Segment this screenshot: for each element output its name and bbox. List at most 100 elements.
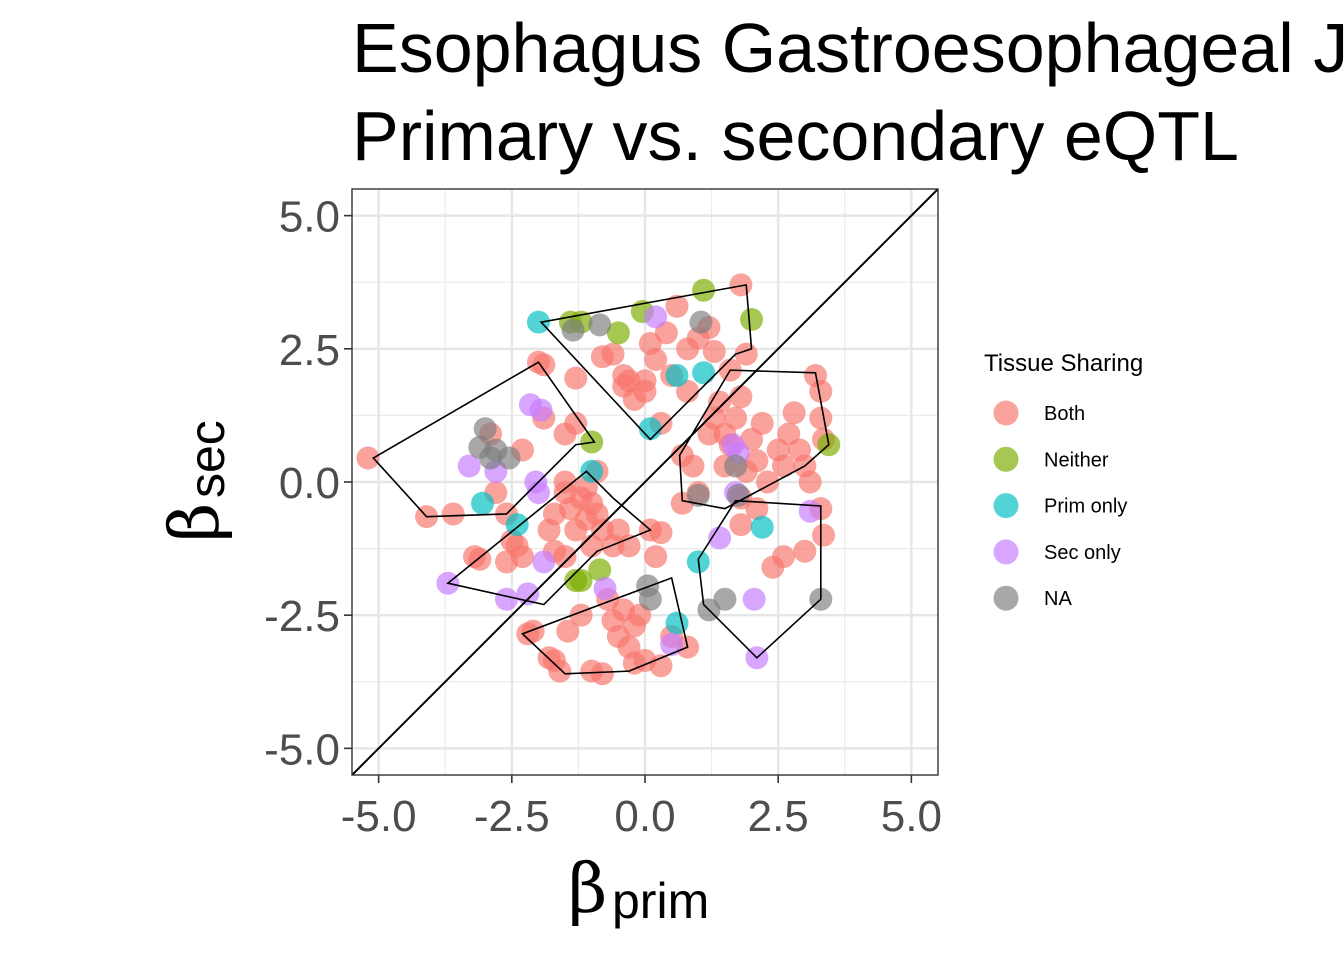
point-both-94 [811,523,835,547]
point-neither-4 [692,278,716,302]
hull-polygon-0 [372,361,596,518]
point-prim-only-5 [471,491,495,515]
point-both-60 [665,294,689,318]
hull-polygon-1 [539,283,753,441]
point-both-83 [772,454,796,478]
point-sec-only-11 [593,577,617,601]
y-tick-label-0: -5.0 [264,725,340,774]
point-both-115 [505,534,529,558]
point-both-99 [729,513,753,537]
x-tick-label-3: 2.5 [748,792,809,841]
chart-title-line-2: Primary vs. secondary eQTL [352,97,1239,175]
point-both-79 [745,449,769,473]
point-na-5 [561,318,585,342]
hull-polygon-3 [446,470,652,606]
identity-line [351,188,939,776]
point-both-57 [644,347,668,371]
point-prim-only-2 [665,363,689,387]
point-both-104 [670,443,694,467]
point-both-12 [521,619,545,643]
point-both-0 [356,446,380,470]
point-both-50 [553,422,577,446]
hull-polygon-2 [678,369,830,510]
point-both-2 [441,502,465,526]
point-both-97 [761,555,785,579]
point-both-80 [750,411,774,435]
legend-key-neither [993,446,1019,472]
legend-label-na: NA [1044,588,1072,610]
point-neither-5 [740,308,764,332]
point-sec-only-16 [721,433,745,457]
y-tick-label-3: 2.5 [279,326,340,375]
point-na-14 [713,587,737,611]
x-tick-label-1: -2.5 [474,792,550,841]
point-sec-only-9 [516,582,540,606]
point-na-7 [689,310,713,334]
point-prim-only-0 [526,310,550,334]
point-na-8 [686,483,710,507]
y-tick-label-2: 0.0 [279,459,340,508]
point-both-110 [649,521,673,545]
point-sec-only-2 [529,398,553,422]
legend-label-both: Both [1044,403,1085,425]
point-both-45 [644,545,668,569]
point-na-10 [726,483,750,507]
point-both-91 [809,406,833,430]
point-sec-only-10 [532,550,556,574]
y-axis-title: β sec [156,420,235,542]
y-axis-subscript: sec [179,420,235,498]
point-prim-only-3 [692,361,716,385]
point-both-118 [553,481,577,505]
y-axis-ticks: -5.0 -2.5 0.0 2.5 5.0 [264,193,352,774]
point-both-95 [793,539,817,563]
point-sec-only-0 [644,305,668,329]
legend-key-prim-only [993,493,1019,519]
hull-polygon-5 [697,499,822,659]
point-sec-only-12 [660,632,684,656]
point-both-14 [532,353,556,377]
point-both-73 [702,406,726,430]
point-neither-10 [588,558,612,582]
point-both-32 [590,662,614,686]
point-prim-only-9 [750,515,774,539]
point-both-30 [556,619,580,643]
legend-key-both [993,400,1019,426]
point-both-71 [734,342,758,366]
point-sec-only-19 [798,499,822,523]
y-tick-label-4: 5.0 [279,193,340,242]
point-both-18 [548,659,572,683]
chart-title-line-1: Esophagus Gastroesophageal Junction [352,9,1344,87]
point-sec-only-13 [708,526,732,550]
point-prim-only-6 [505,513,529,537]
x-axis-greek: β [568,850,607,929]
legend-key-sec-only [993,539,1019,565]
x-tick-label-2: 0.0 [614,792,675,841]
identity-reference-line [351,188,939,776]
legend-label-sec-only: Sec only [1044,542,1121,564]
point-sec-only-17 [742,587,766,611]
point-both-69 [724,406,748,430]
point-both-81 [756,470,780,494]
x-axis-title: β prim [568,850,709,929]
point-both-85 [782,401,806,425]
hull-polygons [372,283,830,675]
point-both-90 [809,379,833,403]
x-tick-label-0: -5.0 [341,792,417,841]
point-neither-2 [606,321,630,345]
hull-polygon-4 [520,576,689,675]
x-tick-label-4: 5.0 [881,792,942,841]
point-both-76 [729,385,753,409]
point-both-70 [729,273,753,297]
legend-label-prim-only: Prim only [1044,496,1127,518]
point-both-48 [590,345,614,369]
y-axis-greek: β [156,503,235,542]
point-both-106 [617,369,641,393]
legend: Tissue Sharing Both Neither Prim only Sec o… [984,350,1143,611]
point-prim-only-8 [665,611,689,635]
point-both-88 [798,470,822,494]
point-neither-9 [569,569,593,593]
point-both-112 [606,518,630,542]
point-na-4 [497,446,521,470]
point-na-0 [473,417,497,441]
